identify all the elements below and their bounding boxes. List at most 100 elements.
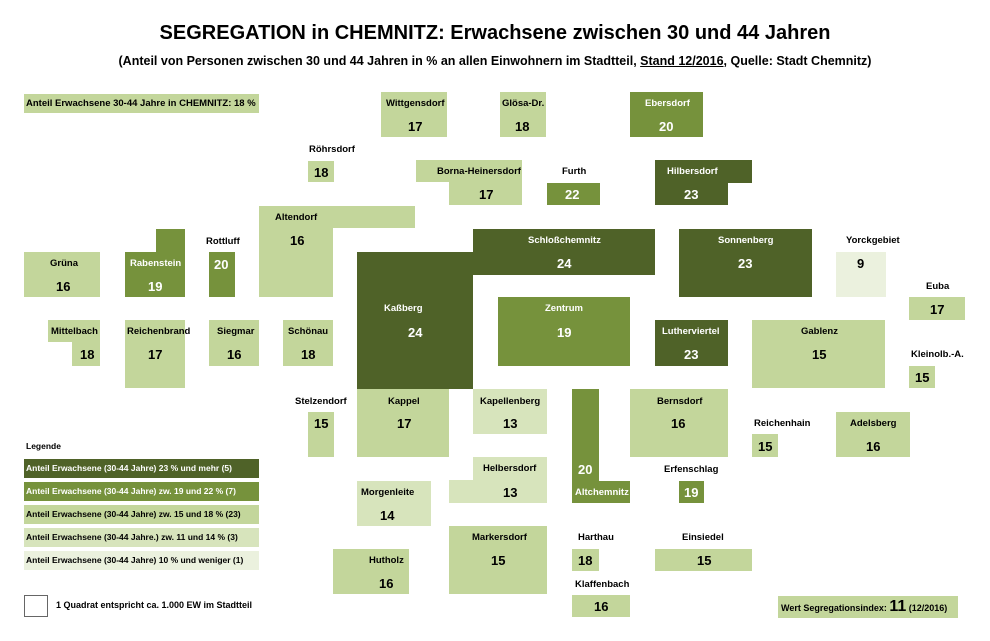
- district-yorckgebiet: [836, 252, 886, 297]
- district-reichenbrand: [125, 320, 185, 388]
- district-erfenschlag: [679, 481, 704, 503]
- legend-item-4: Anteil Erwachsene (30-44 Jahre.) zw. 11 …: [24, 528, 259, 547]
- district-sonnenberg: [679, 229, 812, 297]
- district-siegmar: [209, 320, 259, 366]
- district-wittgensdorf: [381, 92, 447, 137]
- district-altendorf: [259, 206, 415, 228]
- district-helbersdorf: [473, 457, 547, 480]
- district-label-hilbersdorf: Hilbersdorf: [667, 166, 718, 177]
- district-label-harthau: Harthau: [578, 532, 614, 543]
- district-borna: [416, 160, 522, 182]
- district-schoenau: [283, 320, 333, 366]
- district-kassberg: [357, 252, 473, 389]
- district-value-roehrsdorf: 18: [314, 165, 329, 180]
- district-value-furth: 22: [565, 187, 580, 202]
- district-value-euba: 17: [930, 302, 945, 317]
- district-value-borna: 17: [479, 187, 494, 202]
- district-value-kapellenberg: 13: [503, 416, 518, 431]
- district-value-schoenau: 18: [301, 347, 316, 362]
- district-label-gruena: Grüna: [50, 258, 78, 269]
- district-label-markersdorf: Markersdorf: [472, 532, 527, 543]
- district-rabenstein-upper: [156, 229, 185, 252]
- district-gloesa: [500, 92, 546, 137]
- district-label-rottluff: Rottluff: [206, 236, 240, 247]
- district-rottluff: [209, 252, 235, 297]
- district-label-mittelbach: Mittelbach: [51, 326, 98, 337]
- subtitle-part2: , Quelle: Stadt Chemnitz): [723, 54, 872, 68]
- district-value-schlosschemnitz: 24: [557, 256, 572, 271]
- district-value-erfenschlag: 19: [684, 485, 699, 500]
- segregation-index: Wert Segregationsindex: 11 (12/2016): [778, 596, 958, 618]
- district-label-wittgensdorf: Wittgensdorf: [386, 98, 445, 109]
- district-label-kassberg: Kaßberg: [384, 303, 423, 314]
- district-label-ebersdorf: Ebersdorf: [645, 98, 690, 109]
- district-label-helbersdorf: Helbersdorf: [483, 463, 537, 474]
- district-label-gablenz: Gablenz: [801, 326, 838, 337]
- district-label-kappel: Kappel: [388, 396, 420, 407]
- district-bernsdorf: [630, 389, 728, 457]
- district-label-erfenschlag: Erfenschlag: [664, 464, 719, 475]
- index-suffix: (12/2016): [906, 603, 948, 613]
- overall-share: Anteil Erwachsene 30-44 Jahre in CHEMNIT…: [24, 94, 259, 113]
- district-label-einsiedel: Einsiedel: [682, 532, 724, 543]
- district-label-siegmar: Siegmar: [217, 326, 255, 337]
- index-value: 11: [889, 598, 907, 615]
- district-gruena: [24, 252, 100, 297]
- district-value-helbersdorf: 13: [503, 485, 518, 500]
- district-kleinolbersdorf: [909, 366, 935, 388]
- district-furth: [547, 183, 600, 205]
- district-value-zentrum: 19: [557, 325, 572, 340]
- district-value-kappel: 17: [397, 416, 412, 431]
- district-value-reichenbrand: 17: [148, 347, 163, 362]
- district-label-borna: Borna-Heinersdorf: [437, 166, 521, 177]
- district-value-gablenz: 15: [812, 347, 827, 362]
- district-value-gruena: 16: [56, 279, 71, 294]
- district-label-hutholz: Hutholz: [369, 555, 404, 566]
- district-label-altendorf: Altendorf: [275, 212, 318, 223]
- district-stelzendorf: [308, 412, 334, 457]
- district-value-klaffenbach: 16: [594, 599, 609, 614]
- district-schlosschemnitz: [473, 229, 655, 275]
- district-label-klaffenbach: Klaffenbach: [575, 579, 630, 590]
- district-value-yorckgebiet: 9: [857, 256, 865, 271]
- district-value-sonnenberg: 23: [738, 256, 753, 271]
- district-value-reichenhain: 15: [758, 439, 773, 454]
- district-label-rabenstein: Rabenstein: [130, 258, 182, 269]
- legend-item-1: Anteil Erwachsene (30-44 Jahre) 23 % und…: [24, 459, 259, 478]
- district-label-adelsberg: Adelsberg: [850, 418, 897, 429]
- district-label-reichenbrand: Reichenbrand: [127, 326, 191, 337]
- district-label-schlosschemnitz: Schloßchemnitz: [528, 235, 601, 246]
- district-label-lutherviertel: Lutherviertel: [662, 326, 720, 337]
- district-markersdorf: [449, 526, 547, 594]
- district-value-siegmar: 16: [227, 347, 242, 362]
- district-value-ebersdorf: 20: [659, 119, 674, 134]
- district-altchemnitz: [572, 481, 630, 503]
- district-label-roehrsdorf: Röhrsdorf: [309, 144, 355, 155]
- district-hutholz: [333, 549, 409, 594]
- district-hilbersdorf: [655, 160, 752, 183]
- district-label-schoenau: Schönau: [288, 326, 329, 337]
- district-label-euba: Euba: [926, 281, 950, 292]
- district-value-rabenstein: 19: [148, 279, 163, 294]
- district-value-stelzendorf: 15: [314, 416, 329, 431]
- district-gablenz: [752, 320, 885, 388]
- district-altendorf-lower: [259, 228, 333, 297]
- district-value-morgenleite: 14: [380, 508, 395, 523]
- legend-item-5: Anteil Erwachsene (30-44 Jahre) 10 % und…: [24, 551, 259, 570]
- district-klaffenbach: [572, 595, 630, 617]
- legend-item-2: Anteil Erwachsene (30-44 Jahre) zw. 19 u…: [24, 482, 259, 501]
- subtitle-part1: (Anteil von Personen zwischen 30 und 44 …: [118, 54, 641, 68]
- district-ebersdorf: [630, 92, 703, 137]
- district-label-morgenleite: Morgenleite: [361, 487, 415, 498]
- district-label-gloesa: Glösa-Dr.: [502, 98, 545, 109]
- district-kappel: [357, 389, 449, 457]
- district-value-bernsdorf: 16: [671, 416, 686, 431]
- district-kapellenberg: [473, 389, 547, 434]
- district-zentrum: [498, 297, 630, 366]
- district-mittelbach-lower: [72, 342, 100, 366]
- district-value-kleinolbersdorf: 15: [915, 370, 930, 385]
- district-morgenleite: [357, 481, 431, 526]
- district-value-altchemnitz: 20: [578, 462, 593, 477]
- district-value-hutholz: 16: [379, 576, 394, 591]
- scale-note: 1 Quadrat entspricht ca. 1.000 EW im Sta…: [56, 600, 253, 610]
